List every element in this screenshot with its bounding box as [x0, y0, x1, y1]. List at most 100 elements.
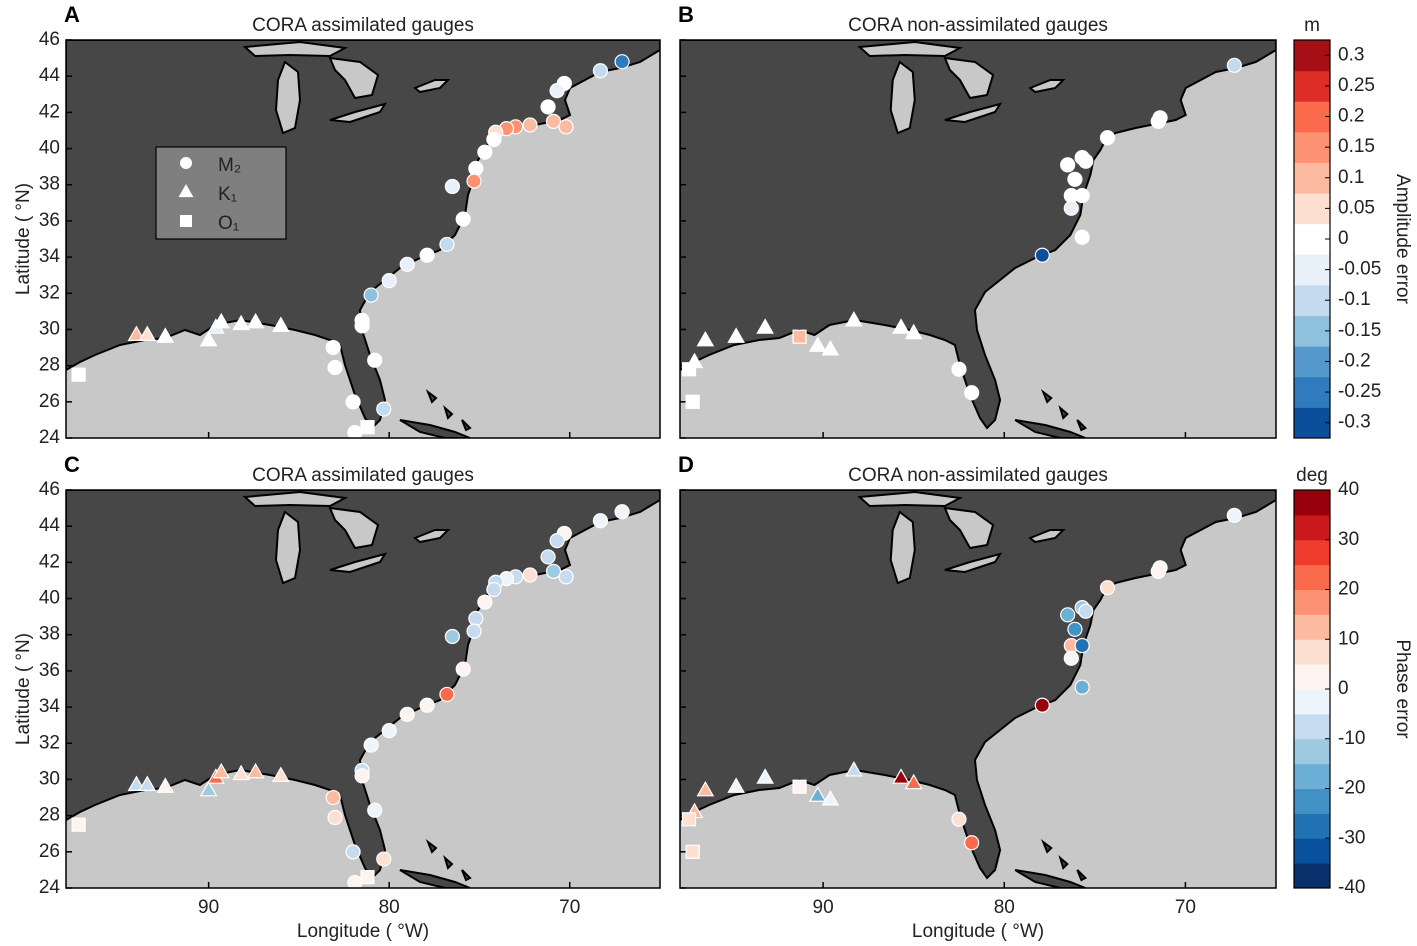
plot-frame [65, 489, 661, 889]
gauge-marker [246, 762, 265, 779]
colorbar-band [1294, 539, 1330, 566]
gauge-marker [381, 273, 397, 289]
gauge-marker [444, 628, 460, 645]
gauge-marker [614, 54, 630, 70]
y-tick-label: 40 [39, 138, 60, 159]
gauges [71, 54, 630, 441]
gauge-marker [1226, 507, 1242, 523]
colorbar-band [1294, 639, 1330, 665]
colorbar-tick-label: -0.05 [1338, 259, 1381, 280]
gauge-marker [477, 144, 493, 160]
gauge-marker [444, 178, 460, 195]
gauge-marker [439, 686, 455, 703]
colorbar-tick-label: -20 [1338, 778, 1365, 799]
colorbar-tick-label: -0.15 [1338, 320, 1381, 341]
colorbar-band [1294, 564, 1330, 590]
colorbar-tick-label: -0.3 [1338, 412, 1371, 433]
gauge-marker [325, 789, 341, 806]
gauge-marker [71, 817, 86, 832]
gauge-marker [792, 779, 807, 794]
gauge-marker [232, 764, 250, 781]
gauge-marker [1074, 229, 1090, 245]
gauge-marker [540, 549, 556, 565]
gauge-marker [71, 367, 86, 382]
x-tick-label: 90 [813, 897, 834, 918]
y-tick-label: 26 [39, 841, 60, 862]
colorbar-band [1294, 689, 1330, 715]
gauge-marker [376, 401, 392, 417]
y-tick-label: 42 [39, 101, 60, 122]
gauge-marker [212, 762, 231, 779]
colorbar-band [1294, 589, 1330, 615]
plot-frame [679, 39, 1277, 439]
colorbar-band [1294, 131, 1330, 163]
colorbar-tick-label: -30 [1338, 827, 1365, 848]
gauge-marker [756, 318, 774, 334]
gauge-marker [1034, 247, 1050, 263]
colorbar-tick-label: 0.25 [1338, 75, 1375, 96]
gauge-marker [522, 567, 538, 583]
y-tick-label: 34 [39, 696, 61, 717]
y-tick-label: 24 [39, 877, 61, 898]
gauge-marker [681, 812, 697, 827]
colorbar-band [1294, 284, 1330, 317]
legend: M₂ K₁ O₁ [155, 146, 287, 240]
gauge-marker [808, 336, 827, 352]
gauge-marker [696, 330, 715, 347]
gauge-marker [345, 844, 361, 860]
gauge-marker [212, 312, 231, 329]
gauge-marker [363, 287, 379, 303]
colorbar-tick-label: 0.2 [1338, 106, 1364, 127]
colorbar-band [1294, 40, 1330, 72]
gauge-marker [376, 851, 392, 867]
gauge-marker [727, 327, 745, 343]
gauge-marker [1074, 637, 1090, 654]
colorbar-tick-label: -40 [1338, 877, 1365, 898]
gauge-marker [522, 117, 538, 133]
y-tick-label: 40 [39, 588, 60, 609]
colorbar-tick-label: 0.05 [1338, 197, 1375, 218]
gauge-marker [468, 610, 484, 627]
legend-label: O₁ [218, 213, 239, 234]
x-tick-label: 70 [559, 897, 580, 918]
y-tick-label: 32 [39, 282, 60, 303]
gauge-marker [685, 394, 700, 409]
x-axis-label: Longitude ( °W) [912, 921, 1044, 942]
legend-marker [178, 184, 194, 198]
colorbar-band [1294, 407, 1330, 439]
y-tick-label: 42 [39, 551, 60, 572]
gauge-marker [1150, 113, 1166, 130]
gauge-marker [951, 811, 967, 827]
gauge-marker [592, 513, 609, 529]
gauge-marker [127, 775, 146, 792]
gauge-marker [951, 361, 967, 377]
colorbar-tick-label: 0.1 [1338, 167, 1364, 188]
gauge-marker [419, 697, 435, 713]
colorbar-band [1294, 838, 1330, 864]
panel-letter: D [678, 452, 694, 477]
gauge-marker [1099, 580, 1116, 596]
gauge-marker [156, 777, 175, 793]
gauge-marker [964, 835, 980, 851]
gauge-marker [363, 737, 379, 753]
gauge-marker [345, 394, 361, 410]
gauge-marker [466, 623, 482, 639]
legend-marker [180, 215, 192, 227]
y-tick-label: 26 [39, 391, 60, 412]
gauge-marker [545, 563, 562, 580]
y-tick-label: 36 [39, 660, 60, 681]
y-tick-label: 36 [39, 210, 60, 231]
y-tick-label: 24 [39, 427, 61, 448]
gauge-marker [549, 83, 565, 99]
gauge-marker [545, 113, 562, 130]
gauge-marker [367, 802, 383, 818]
legend-label: M₂ [218, 155, 241, 176]
gauge-marker [808, 786, 827, 802]
gauge-marker [904, 773, 923, 790]
gauge-marker [127, 325, 146, 342]
gauges [681, 57, 1242, 409]
gauge-marker [614, 504, 630, 520]
x-axis-label: Longitude ( °W) [297, 921, 429, 942]
